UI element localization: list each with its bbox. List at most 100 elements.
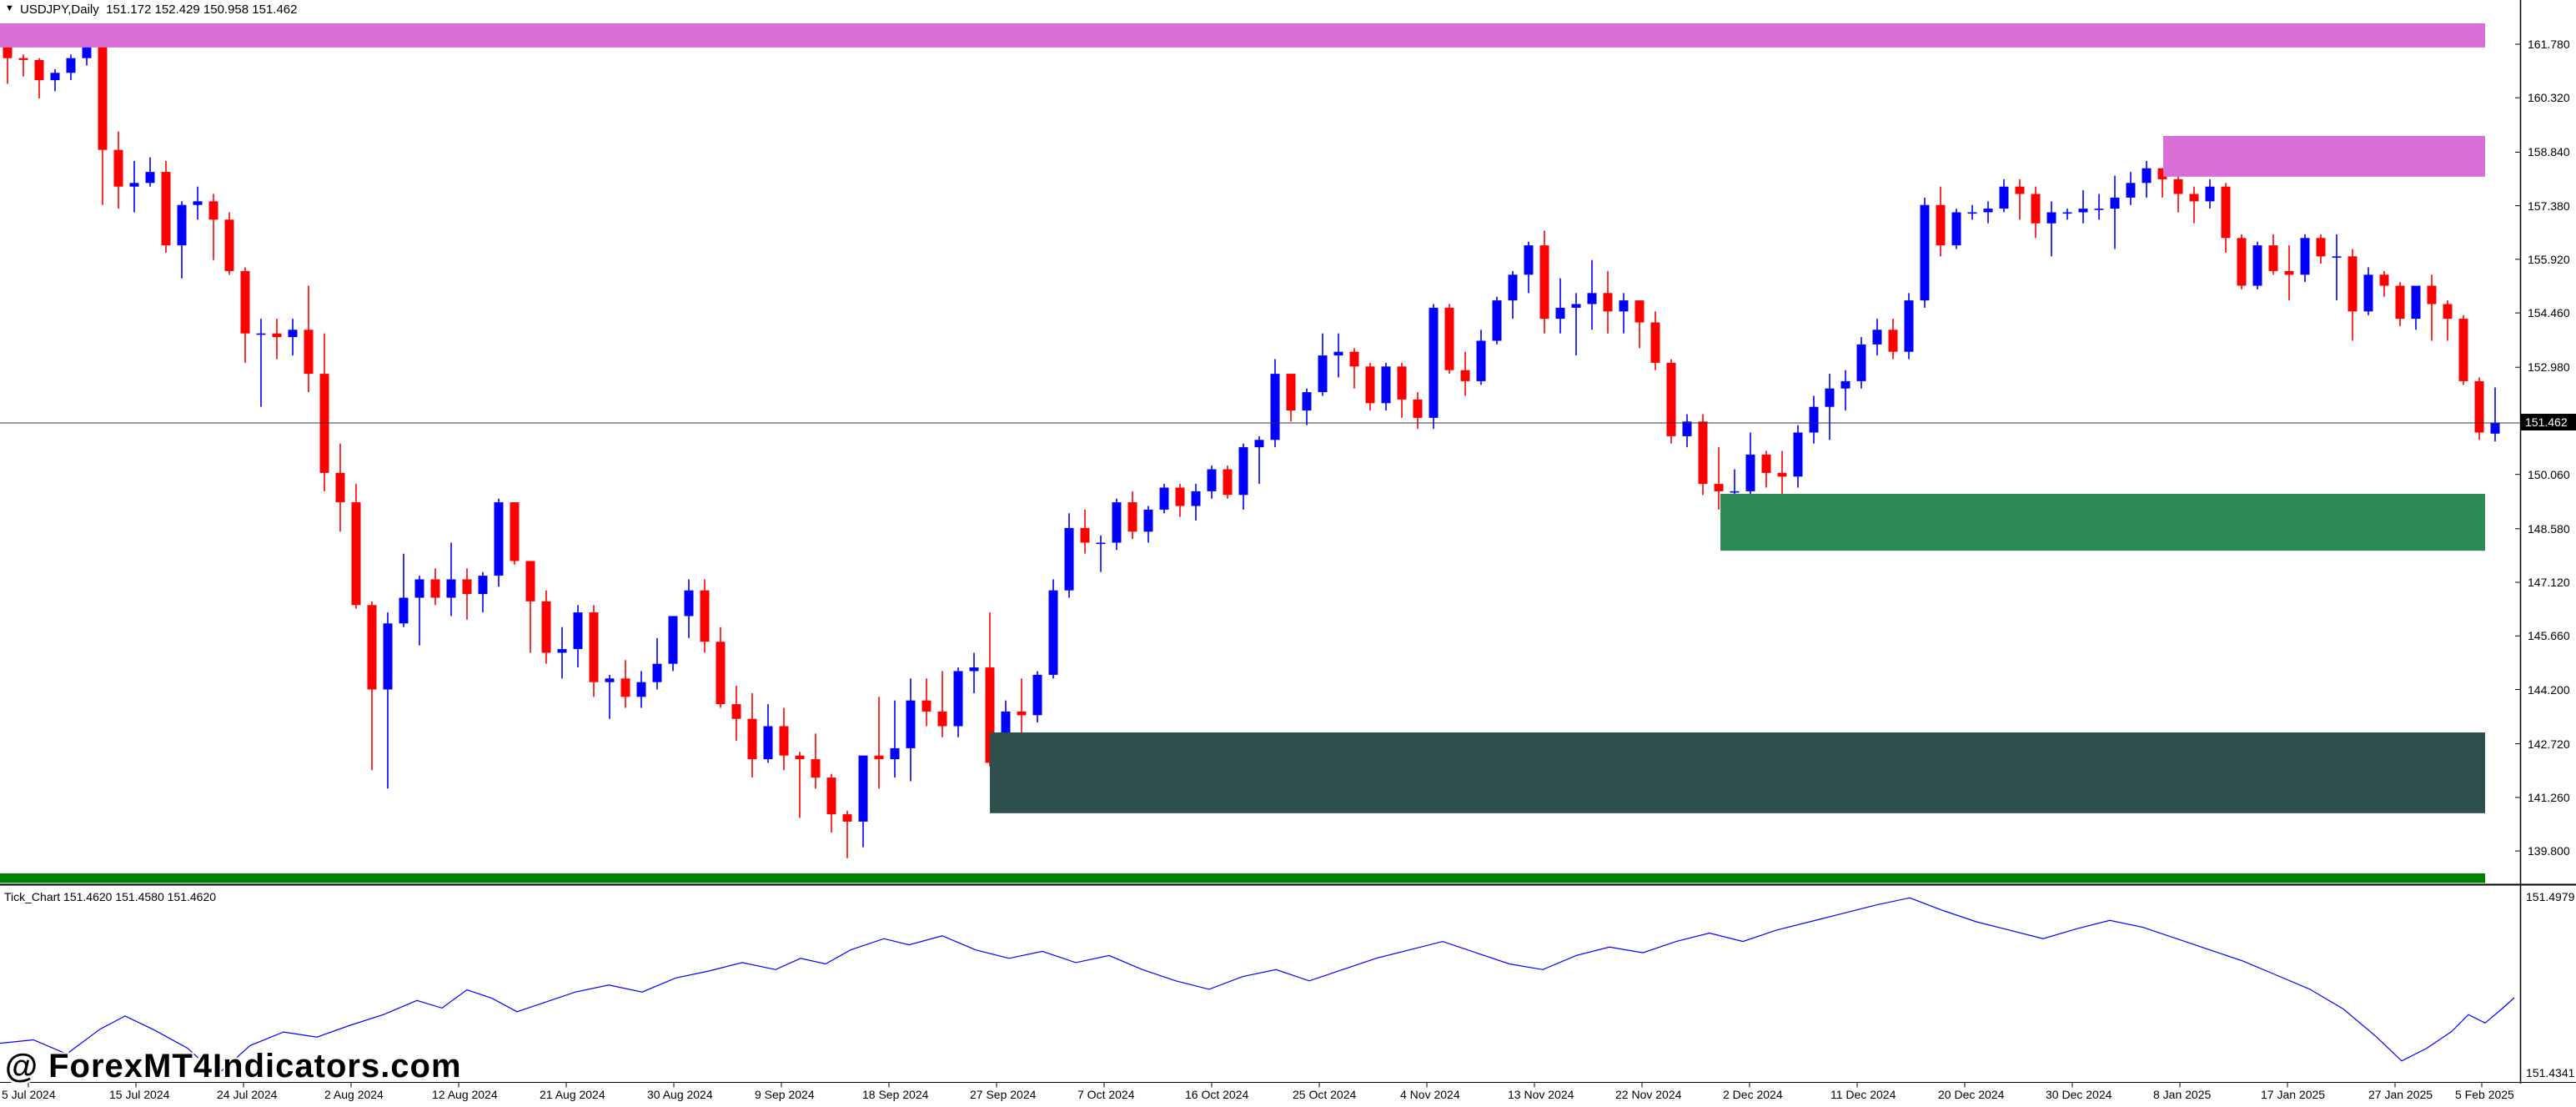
- candle-wick: [2019, 179, 2021, 220]
- candle-body: [1286, 374, 1296, 411]
- candle-body: [2062, 212, 2072, 214]
- candle-body: [985, 667, 995, 763]
- candle-wick: [894, 700, 896, 778]
- candle-body: [858, 755, 868, 822]
- candle-body: [2395, 285, 2405, 320]
- candle-wick: [7, 39, 8, 84]
- price-axis-label: 155.920: [2528, 252, 2570, 266]
- candle-body: [1920, 204, 1930, 301]
- candle-body: [2221, 186, 2231, 239]
- candle-body: [700, 590, 710, 642]
- candle-body: [383, 623, 393, 690]
- date-axis-label: 24 Jul 2024: [217, 1088, 278, 1101]
- candle-body: [2284, 270, 2294, 275]
- candle-body: [2046, 212, 2056, 224]
- candle-body: [446, 579, 456, 598]
- candle-body: [1603, 293, 1613, 312]
- candle-wick: [1353, 348, 1355, 389]
- candle-wick: [2336, 234, 2337, 301]
- candle-body: [795, 755, 805, 760]
- candle-wick: [1021, 678, 1022, 734]
- candle-body: [1872, 330, 1882, 345]
- date-axis-label: 17 Jan 2025: [2261, 1088, 2326, 1101]
- price-axis-label: 158.840: [2528, 145, 2570, 159]
- candle-body: [2300, 238, 2310, 275]
- candle-body: [1587, 293, 1597, 304]
- candle-body: [1571, 304, 1581, 308]
- candle-body: [1032, 674, 1042, 716]
- date-axis-label: 5 Feb 2025: [2455, 1088, 2514, 1101]
- candle-body: [208, 201, 218, 220]
- price-axis-label: 150.060: [2528, 467, 2570, 481]
- price-axis-label: 161.780: [2528, 38, 2570, 51]
- candle-body: [937, 711, 947, 727]
- candle-body: [2173, 179, 2183, 194]
- support-band[interactable]: [0, 873, 2485, 883]
- candle-body: [2474, 380, 2484, 433]
- candle-body: [351, 502, 361, 606]
- candle-body: [2015, 186, 2025, 194]
- candle-wick: [2051, 201, 2052, 257]
- candle-body: [2031, 194, 2041, 224]
- candle-body: [2237, 238, 2247, 286]
- supply-zone-top[interactable]: [0, 23, 2485, 48]
- candle-body: [2205, 186, 2215, 202]
- candle-body: [1349, 351, 1359, 367]
- candle-body: [1207, 469, 1217, 491]
- candle-body: [652, 663, 662, 682]
- symbol-dropdown-icon[interactable]: ▼: [5, 3, 14, 13]
- candle-body: [129, 183, 139, 187]
- chart-title: USDJPY,Daily 151.172 152.429 150.958 151…: [20, 3, 298, 17]
- candle-body: [2363, 274, 2373, 312]
- candle-wick: [2082, 190, 2084, 224]
- candle-body: [953, 671, 963, 727]
- supply-zone-jan[interactable]: [2163, 136, 2485, 177]
- candle-body: [3, 47, 13, 58]
- chart-symbol-period: USDJPY,Daily: [20, 3, 99, 17]
- candle-body: [1936, 204, 1946, 246]
- date-axis-label: 9 Sep 2024: [755, 1088, 815, 1101]
- candle-body: [684, 590, 694, 616]
- candle-body: [2189, 194, 2199, 202]
- candle-wick: [1718, 447, 1720, 510]
- candle-body: [161, 172, 171, 246]
- candle-body: [906, 700, 916, 748]
- candle-body: [747, 718, 757, 760]
- candle-body: [1650, 322, 1660, 363]
- candle-body: [1191, 491, 1201, 506]
- candle-body: [1112, 502, 1122, 543]
- candle-body: [1714, 484, 1724, 491]
- candle-body: [288, 330, 298, 338]
- candle-body: [1064, 527, 1074, 591]
- date-axis-label: 11 Dec 2024: [1830, 1088, 1896, 1101]
- candle-wick: [260, 319, 262, 407]
- candle-wick: [2193, 186, 2195, 224]
- candle-body: [1365, 366, 1375, 404]
- candle-wick: [973, 652, 975, 693]
- candle-body: [367, 605, 377, 690]
- candle-body: [969, 667, 979, 672]
- candle-body: [1856, 344, 1866, 381]
- candle-wick: [799, 752, 801, 818]
- candle-body: [193, 201, 203, 205]
- demand-zone-dec[interactable]: [1720, 494, 2485, 551]
- candle-body: [1999, 186, 2009, 209]
- date-axis-label: 8 Jan 2025: [2153, 1088, 2212, 1101]
- candle-body: [1159, 487, 1169, 510]
- candle-wick: [1559, 278, 1561, 334]
- candle-body: [1745, 454, 1755, 491]
- candle-wick: [23, 54, 24, 77]
- candle-body: [1983, 209, 1993, 213]
- candle-body: [82, 45, 92, 58]
- demand-zone-aug[interactable]: [990, 732, 2485, 813]
- price-axis-label: 144.200: [2528, 682, 2570, 697]
- chart-ohlc-readout: 151.172 152.429 150.958 151.462: [106, 3, 298, 17]
- candle-body: [716, 642, 726, 705]
- candle-body: [1254, 440, 1264, 448]
- candle-body: [1825, 388, 1835, 407]
- candle-body: [1508, 274, 1518, 301]
- date-axis-label: 21 Aug 2024: [540, 1088, 605, 1101]
- candle-wick: [530, 561, 531, 653]
- candle-body: [811, 759, 821, 778]
